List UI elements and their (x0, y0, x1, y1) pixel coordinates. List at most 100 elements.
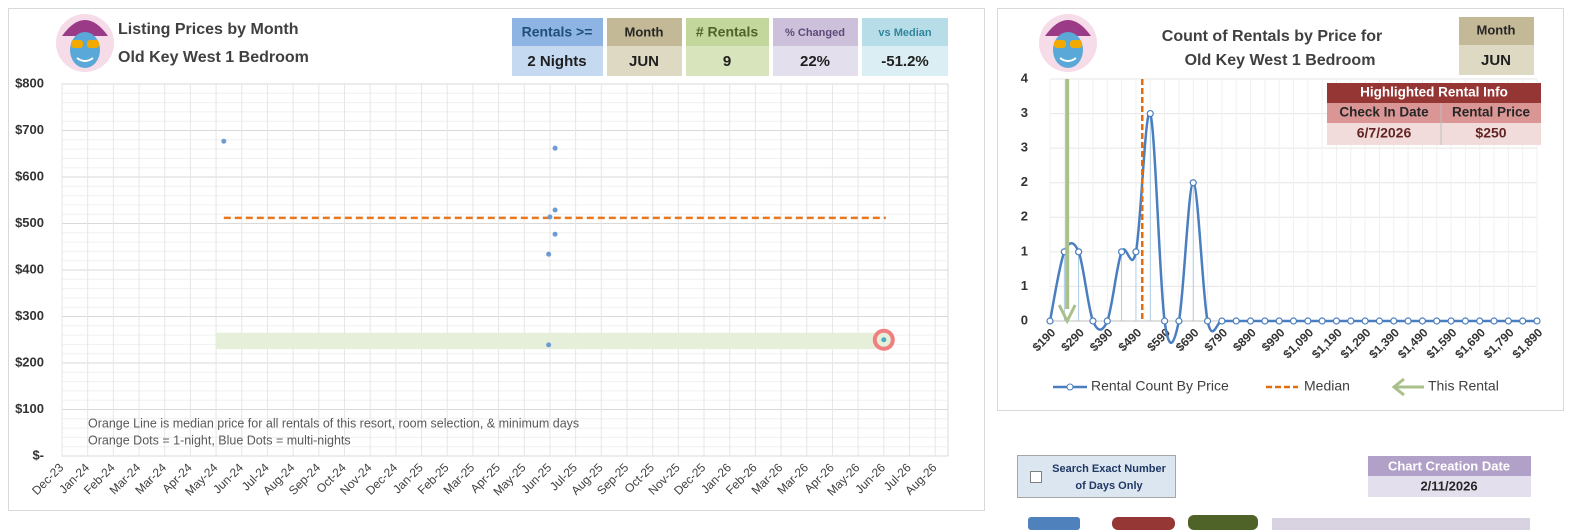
point (552, 207, 558, 213)
value-cell (773, 46, 858, 76)
y-tick-label: 3 (1021, 140, 1028, 155)
checkbox-label: of Days Only (1075, 480, 1143, 492)
point (1347, 317, 1355, 325)
point (547, 214, 553, 220)
y-tick-label: 0 (1021, 312, 1028, 327)
chart-title: Listing Prices by Month (118, 21, 298, 38)
legend-swatch (1391, 377, 1424, 397)
point (1332, 317, 1341, 325)
y-tick-label: $400 (15, 261, 44, 276)
value-cell (686, 46, 769, 76)
point (1318, 317, 1326, 325)
chart-subtitle: Old Key West 1 Bedroom (118, 49, 309, 66)
header-cell (862, 18, 948, 46)
info-title: Highlighted Rental Info (1360, 85, 1508, 100)
point (1418, 317, 1427, 325)
button[interactable] (1272, 518, 1530, 530)
button[interactable] (1112, 517, 1175, 530)
y-tick-label: $800 (15, 75, 44, 90)
point (552, 145, 558, 151)
y-tick-label: $600 (15, 168, 44, 183)
point (221, 138, 227, 144)
point (1375, 317, 1384, 325)
point (1118, 248, 1126, 256)
y-tick-label: $100 (15, 401, 44, 416)
summary: Rentals >= Month # Rentals % Changed vs … (512, 18, 948, 76)
header-cell (686, 18, 769, 46)
point (1075, 248, 1083, 256)
checkbox-control[interactable] (1017, 455, 1176, 498)
y-tick-label: 2 (1021, 174, 1028, 189)
point (1490, 317, 1498, 325)
button[interactable] (1188, 515, 1258, 530)
summary-value: 22% (800, 53, 830, 70)
checkbox[interactable] (1030, 471, 1042, 483)
y-tick-label: 1 (1021, 278, 1028, 293)
point (1218, 317, 1226, 325)
chart-title: Count of Rentals by Price for (1162, 28, 1382, 45)
y-tick-label: 3 (1021, 105, 1028, 120)
point (1504, 317, 1512, 325)
value-cell (607, 46, 682, 76)
legend-label: This Rental (1428, 378, 1499, 394)
point (1476, 317, 1484, 325)
point (1261, 317, 1269, 325)
header-cell (773, 18, 858, 46)
value-cell (862, 46, 948, 76)
header-cell (512, 18, 603, 46)
point (1189, 179, 1197, 187)
summary-value: -51.2% (881, 53, 929, 70)
y-tick-label: $300 (15, 308, 44, 323)
summary-value: 2 Nights (527, 53, 586, 70)
point (1433, 317, 1441, 325)
summary-header: vs Median (878, 27, 931, 39)
y-tick-label: 4 (1021, 70, 1029, 85)
creation-header: Chart Creation Date (1388, 458, 1510, 473)
highlight-band (215, 332, 892, 350)
info-value: $250 (1475, 125, 1506, 141)
point (1275, 317, 1283, 325)
point (1289, 317, 1298, 325)
point (1519, 317, 1527, 325)
point (1203, 317, 1212, 325)
highlight-point (881, 337, 887, 343)
point (1232, 317, 1240, 325)
point (1447, 317, 1455, 325)
info-header: Check In Date (1339, 105, 1429, 120)
info-title-cell (1327, 83, 1541, 103)
right-panel (997, 8, 1564, 411)
header-cell (607, 18, 682, 46)
y-tick-label: $700 (15, 122, 44, 137)
summary-header: Month (625, 24, 664, 39)
point (1146, 109, 1154, 118)
point (552, 231, 558, 237)
point (1461, 317, 1469, 325)
info-value-cell (1327, 123, 1541, 145)
point (1404, 317, 1412, 325)
header-cell (1459, 17, 1534, 45)
point (1089, 317, 1097, 325)
highlight-ring (872, 328, 895, 351)
this-rental-arrow (1057, 304, 1077, 325)
summary-header: Rentals >= (522, 24, 593, 40)
annotation: Orange Dots = 1-night, Blue Dots = multi… (88, 433, 351, 447)
summary-header: # Rentals (696, 24, 758, 40)
point (1175, 317, 1183, 325)
point (1103, 317, 1111, 325)
y-tick-label: $- (32, 447, 44, 462)
legend-label: Rental Count By Price (1091, 378, 1229, 394)
summary-value: JUN (629, 53, 659, 70)
point (1160, 317, 1169, 325)
legend-swatch (1066, 383, 1074, 391)
value-cell (1368, 476, 1531, 497)
chart-subtitle: Old Key West 1 Bedroom (1185, 52, 1376, 69)
summary-value: 9 (723, 53, 731, 70)
info-header: Rental Price (1452, 105, 1531, 120)
value-cell (1459, 45, 1534, 75)
point (1533, 317, 1541, 325)
button[interactable] (1028, 517, 1080, 530)
month-header: Month (1477, 22, 1516, 37)
point (546, 342, 552, 348)
info-header-cell (1327, 103, 1541, 123)
